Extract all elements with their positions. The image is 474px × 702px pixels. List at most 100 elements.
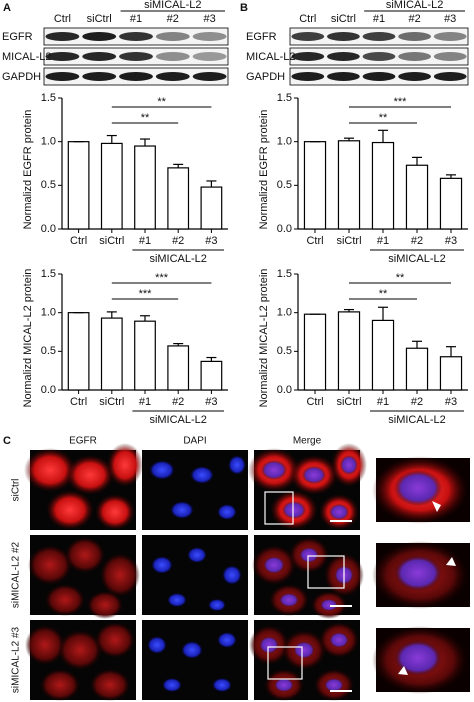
error-bar	[378, 129, 388, 143]
zoom-nucleus	[394, 555, 442, 591]
zoom-box	[307, 555, 345, 589]
nucleus	[329, 631, 349, 649]
bar	[371, 319, 395, 391]
lane-label: #2	[167, 13, 179, 25]
arrowhead	[398, 666, 408, 675]
group-label: siMICAL-L2	[149, 253, 206, 265]
band	[327, 32, 360, 41]
error-bar	[106, 311, 117, 319]
cell	[25, 625, 65, 665]
error-bar	[206, 180, 217, 188]
nucleus	[293, 641, 315, 659]
band	[362, 32, 396, 41]
x-tick-label: #2	[411, 235, 423, 247]
band	[82, 32, 117, 41]
bar	[67, 141, 90, 230]
y-tick-label: 1.0	[41, 136, 56, 148]
group-label: siMICAL-L2	[144, 0, 201, 11]
bar	[200, 186, 223, 230]
error-bar	[344, 137, 354, 141]
zoom-nucleus	[394, 470, 442, 506]
lane-label: #1	[373, 13, 385, 25]
nucleus	[261, 460, 287, 480]
y-axis-title: Normalizd MICAL-L2 protein	[258, 269, 270, 408]
row-label: siCtrl	[11, 479, 22, 502]
x-tick-label: #1	[377, 396, 389, 408]
band	[398, 32, 431, 41]
band	[192, 52, 227, 61]
error-bar	[446, 174, 456, 179]
error-bar	[106, 134, 117, 144]
significance-label: **	[379, 288, 388, 300]
cell	[45, 584, 85, 616]
panel-label: C	[3, 435, 11, 447]
column-label: Merge	[293, 436, 322, 447]
cell	[66, 455, 114, 495]
nucleus	[222, 565, 242, 585]
x-tick-label: Ctrl	[306, 396, 323, 408]
lane-label: siCtrl	[331, 13, 356, 25]
lane-label: #3	[203, 13, 215, 25]
cell	[65, 537, 105, 573]
nucleus	[162, 677, 182, 693]
x-tick-label: Ctrl	[70, 235, 87, 247]
nucleus	[274, 677, 294, 693]
error-bar	[412, 156, 422, 166]
y-tick-label: 0.0	[41, 384, 56, 396]
band	[398, 72, 431, 81]
blot-row-label: GAPDH	[246, 71, 285, 83]
cell	[95, 494, 135, 530]
y-tick-label: 0.0	[277, 384, 292, 396]
y-tick-label: 1.5	[41, 92, 56, 104]
band	[291, 32, 325, 41]
lane-label: #3	[444, 13, 456, 25]
band	[327, 72, 360, 81]
bar	[405, 164, 429, 230]
y-tick-label: 0.5	[41, 179, 56, 191]
x-tick-label: #2	[411, 396, 423, 408]
nucleus	[147, 636, 167, 654]
cell	[28, 545, 72, 585]
x-tick-label: Ctrl	[306, 235, 323, 247]
nucleus	[329, 503, 349, 521]
x-tick-label: Ctrl	[70, 396, 87, 408]
cell	[95, 622, 135, 658]
error-bar	[140, 315, 150, 322]
blot-row-label: GAPDH	[2, 71, 41, 83]
significance-label: ***	[394, 96, 408, 108]
nucleus	[190, 466, 214, 484]
band	[82, 72, 117, 81]
x-tick-label: #2	[172, 235, 184, 247]
nucleus	[208, 598, 226, 612]
band	[433, 32, 467, 41]
blot-row-label: EGFR	[246, 31, 277, 43]
nucleus	[212, 677, 232, 693]
band	[433, 72, 467, 81]
zoom-nucleus	[394, 640, 442, 676]
band	[82, 52, 117, 61]
x-tick-label: #3	[445, 235, 457, 247]
bar	[337, 311, 361, 391]
blot-row-label: EGFR	[2, 31, 33, 43]
nucleus	[217, 631, 237, 649]
error-bar	[446, 346, 456, 357]
nucleus	[187, 546, 207, 564]
x-tick-label: #1	[377, 235, 389, 247]
y-tick-label: 0.5	[277, 345, 292, 357]
column-label: DAPI	[183, 436, 206, 447]
band	[192, 32, 227, 41]
y-tick-label: 1.5	[277, 92, 292, 104]
significance-label: **	[396, 272, 405, 284]
band	[327, 52, 360, 61]
y-tick-label: 1.5	[41, 268, 56, 280]
x-tick-label: siCtrl	[99, 396, 124, 408]
significance-label: ***	[139, 288, 153, 300]
band	[291, 72, 325, 81]
cell	[100, 553, 140, 597]
band	[45, 52, 80, 61]
band	[433, 52, 467, 61]
nucleus	[299, 546, 319, 564]
x-tick-label: #1	[139, 396, 151, 408]
arrowhead	[446, 557, 456, 566]
nucleus	[149, 460, 175, 480]
